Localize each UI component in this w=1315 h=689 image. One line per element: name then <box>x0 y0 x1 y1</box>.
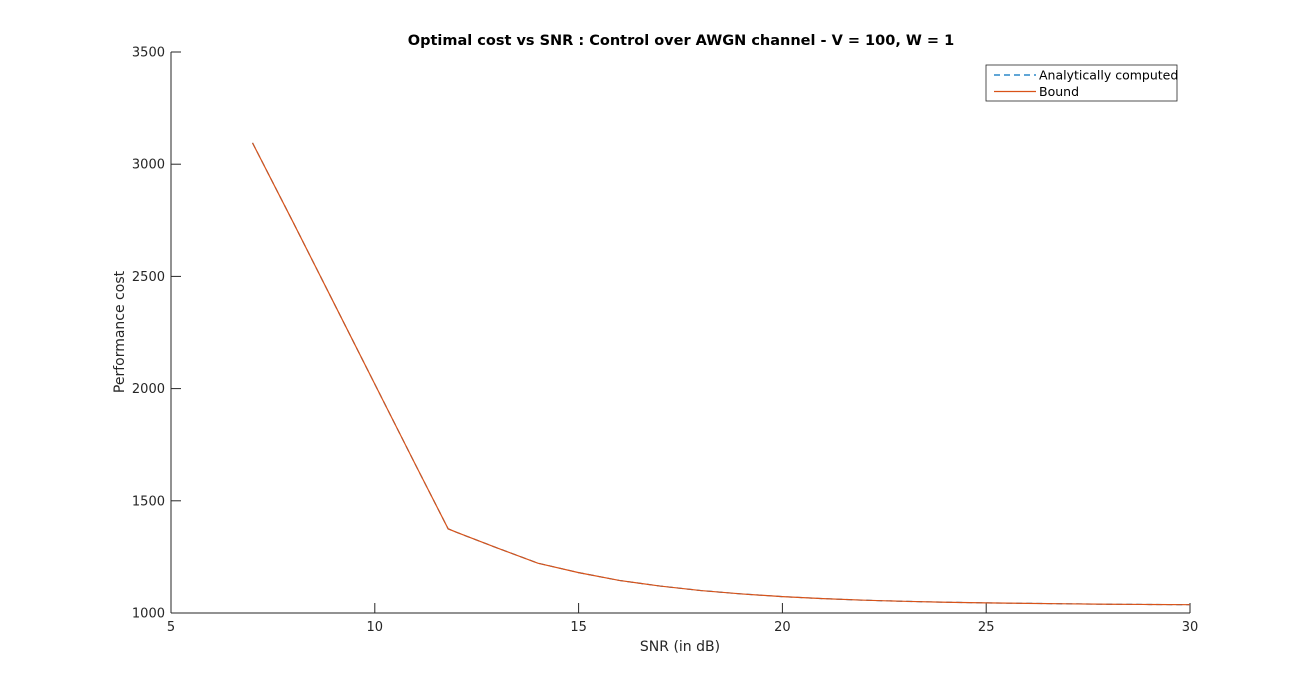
x-tick-label: 25 <box>978 620 995 635</box>
x-tick-label: 5 <box>167 620 175 635</box>
y-tick-label: 1500 <box>132 494 165 509</box>
plot-area: 5 10 15 20 25 30 1000 1500 2000 2500 3000 3500 <box>132 46 1198 636</box>
legend-box <box>985 64 1178 102</box>
y-tick-label: 3000 <box>132 158 165 173</box>
x-tick-label: 20 <box>774 620 791 635</box>
legend-label-1: Analytically computed <box>1039 68 1178 83</box>
x-tick-label: 15 <box>570 620 587 635</box>
x-tick-label: 10 <box>367 620 384 635</box>
x-axis-label: SNR (in dB) <box>640 639 720 655</box>
x-tick-label: 30 <box>1182 620 1199 635</box>
y-tick-label: 2000 <box>132 382 165 397</box>
y-axis-label: Performance cost <box>112 270 128 393</box>
y-tick-label: 2500 <box>132 270 165 285</box>
series-line-2 <box>251 142 1191 606</box>
x-ticks: 5 10 15 20 25 30 <box>167 603 1198 635</box>
legend-label-2: Bound <box>1039 84 1079 99</box>
y-tick-label: 3500 <box>132 46 165 61</box>
chart-title: Optimal cost vs SNR : Control over AWGN … <box>408 33 954 49</box>
series-layer <box>251 142 1191 606</box>
y-tick-label: 1000 <box>132 607 165 622</box>
y-ticks: 1000 1500 2000 2500 3000 3500 <box>132 46 181 622</box>
